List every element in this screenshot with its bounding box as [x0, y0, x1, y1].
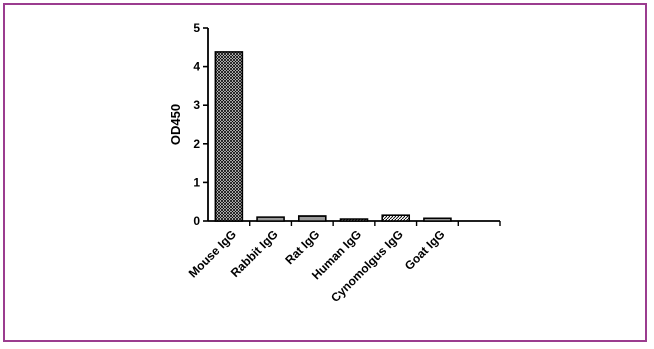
- y-tick-label: 1: [193, 175, 200, 189]
- y-tick-label: 4: [193, 60, 200, 74]
- bar-rabbit-igg: [256, 216, 285, 222]
- chart-frame: [3, 3, 647, 342]
- bar-goat-igg: [423, 217, 452, 222]
- bar-cynomolgus-igg: [381, 214, 411, 222]
- bar-rat-igg: [297, 215, 327, 222]
- x-tick-label: Rat IgG: [282, 227, 322, 267]
- y-tick-label: 5: [193, 21, 200, 35]
- y-tick-label: 2: [193, 137, 200, 151]
- bar-human-igg: [339, 218, 369, 222]
- y-axis-label: OD450: [168, 104, 183, 145]
- y-tick-label: 3: [193, 98, 200, 112]
- bar-mouse-igg: [214, 51, 244, 222]
- y-tick-label: 0: [193, 214, 200, 228]
- x-tick-label: Cynomolgus IgG: [328, 227, 406, 305]
- x-tick-label: Goat IgG: [402, 227, 448, 273]
